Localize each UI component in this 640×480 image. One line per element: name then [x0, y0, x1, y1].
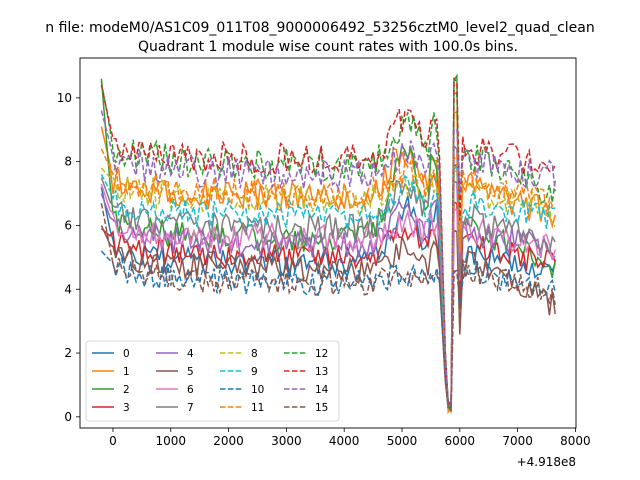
x-tick-label: 0 [109, 434, 117, 448]
x-tick-label: 6000 [445, 434, 476, 448]
chart-title: Quadrant 1 module wise count rates with … [138, 39, 518, 55]
legend-label: 4 [187, 348, 194, 360]
legend-label: 14 [315, 384, 329, 396]
y-tick-label: 4 [64, 282, 72, 296]
series-layer [100, 73, 556, 415]
x-tick-label: 8000 [560, 434, 591, 448]
series-line-8 [100, 167, 556, 414]
legend-label: 12 [315, 348, 328, 360]
series-line-3 [100, 200, 556, 409]
y-tick-label: 10 [57, 91, 72, 105]
legend-label: 9 [251, 366, 258, 378]
legend-label: 0 [123, 348, 130, 360]
x-tick-label: 3000 [271, 434, 302, 448]
series-line-15 [100, 202, 556, 412]
series-line-7 [100, 144, 556, 412]
y-axis: 0 2 4 6 8 10 [57, 91, 80, 424]
x-tick-label: 7000 [502, 434, 533, 448]
series-line-0 [100, 163, 556, 405]
x-tick-label: 4000 [329, 434, 360, 448]
x-tick-label: 5000 [387, 434, 418, 448]
legend-label: 11 [251, 402, 264, 414]
figure-suptitle: n file: modeM0/AS1C09_011T08_9000006492_… [45, 20, 594, 36]
series-line-14 [100, 110, 556, 406]
legend-label: 13 [315, 366, 328, 378]
series-line-6 [100, 183, 556, 409]
x-offset-text: +4.918e8 [517, 455, 576, 469]
series-line-9 [100, 163, 556, 411]
plot-frame [79, 57, 577, 429]
legend-label: 15 [315, 402, 328, 414]
x-axis: 0 1000 2000 3000 4000 5000 6000 7000 8000 [109, 428, 591, 448]
series-line-5 [100, 225, 556, 411]
legend-label: 1 [123, 366, 130, 378]
series-line-1 [100, 110, 556, 410]
y-tick-label: 0 [64, 410, 72, 424]
series-line-11 [100, 148, 556, 415]
y-tick-label: 2 [64, 346, 72, 360]
legend-label: 2 [123, 384, 130, 396]
legend-label: 3 [123, 402, 130, 414]
y-tick-label: 6 [64, 218, 72, 232]
legend-label: 10 [251, 384, 264, 396]
legend-label: 5 [187, 366, 194, 378]
legend-label: 7 [187, 402, 194, 414]
y-tick-label: 8 [64, 155, 72, 169]
x-tick-label: 1000 [155, 434, 186, 448]
legend-box [85, 340, 340, 422]
x-tick-label: 2000 [213, 434, 244, 448]
legend-label: 6 [187, 384, 194, 396]
legend-label: 8 [251, 348, 258, 360]
